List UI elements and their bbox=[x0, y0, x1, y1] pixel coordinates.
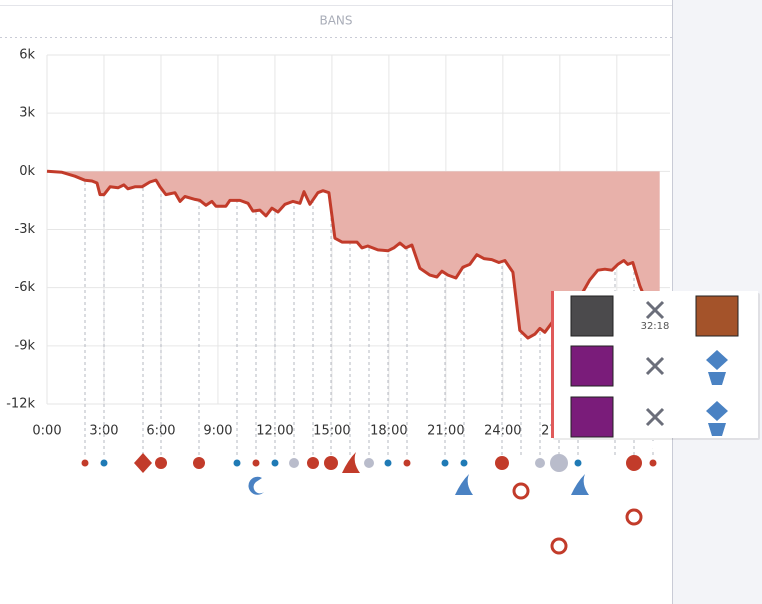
tooltip-pointer bbox=[645, 441, 665, 451]
event-dot bbox=[574, 459, 582, 467]
event-dot bbox=[100, 459, 108, 467]
event-dot bbox=[495, 456, 509, 470]
x-tick-label: 18:00 bbox=[370, 424, 407, 439]
event-dot bbox=[626, 455, 642, 471]
champion-portrait bbox=[570, 396, 614, 438]
event-icon bbox=[625, 508, 643, 526]
y-tick-label: -6k bbox=[15, 280, 36, 295]
event-dot bbox=[441, 459, 449, 467]
x-tick-label: 15:00 bbox=[313, 424, 350, 439]
x-tick-label: 0:00 bbox=[32, 424, 61, 439]
kill-icons bbox=[645, 300, 665, 427]
swords-icon bbox=[645, 356, 665, 376]
event-dot bbox=[155, 457, 167, 469]
y-tick-label: -12k bbox=[6, 397, 35, 412]
event-dot bbox=[271, 459, 279, 467]
swords-icon bbox=[645, 407, 665, 427]
event-dot bbox=[252, 459, 260, 467]
event-icon bbox=[248, 476, 264, 495]
event-dot bbox=[384, 459, 392, 467]
bans-label: BANS bbox=[319, 14, 352, 28]
event-icon bbox=[550, 537, 568, 555]
event-dot bbox=[324, 456, 338, 470]
event-dot bbox=[364, 458, 374, 468]
event-dot bbox=[233, 459, 241, 467]
x-tick-label: 24:00 bbox=[484, 424, 521, 439]
ward-icon bbox=[706, 350, 728, 385]
event-dot bbox=[81, 459, 89, 467]
event-icon bbox=[134, 453, 152, 473]
swords-icon bbox=[645, 300, 665, 320]
event-dot bbox=[649, 459, 657, 467]
event-dot bbox=[289, 458, 299, 468]
x-tick-label: 9:00 bbox=[203, 424, 232, 439]
event-dot bbox=[193, 457, 205, 469]
y-tick-label: -3k bbox=[15, 222, 36, 237]
event-dot bbox=[307, 457, 319, 469]
event-dot bbox=[550, 454, 568, 472]
champion-portrait bbox=[570, 295, 614, 337]
y-tick-label: -9k bbox=[15, 338, 36, 353]
event-dot bbox=[460, 459, 468, 467]
y-tick-label: 3k bbox=[19, 106, 35, 121]
y-tick-label: 0k bbox=[19, 164, 35, 179]
tooltip-time: 32:18 bbox=[641, 321, 670, 332]
ward-icon bbox=[706, 401, 728, 436]
event-icon bbox=[455, 474, 473, 495]
area bbox=[47, 171, 660, 339]
event-icon bbox=[342, 452, 360, 473]
event-dot bbox=[403, 459, 411, 467]
y-tick-label: 6k bbox=[19, 48, 35, 63]
event-markers bbox=[81, 452, 657, 555]
champion-portrait bbox=[695, 295, 739, 337]
tooltip: 32:18 bbox=[551, 291, 760, 451]
tooltip-accent bbox=[551, 291, 554, 438]
champion-portrait bbox=[570, 345, 614, 387]
x-tick-label: 21:00 bbox=[427, 424, 464, 439]
event-icon bbox=[571, 474, 589, 495]
event-dot bbox=[535, 458, 545, 468]
event-icon bbox=[512, 482, 530, 500]
